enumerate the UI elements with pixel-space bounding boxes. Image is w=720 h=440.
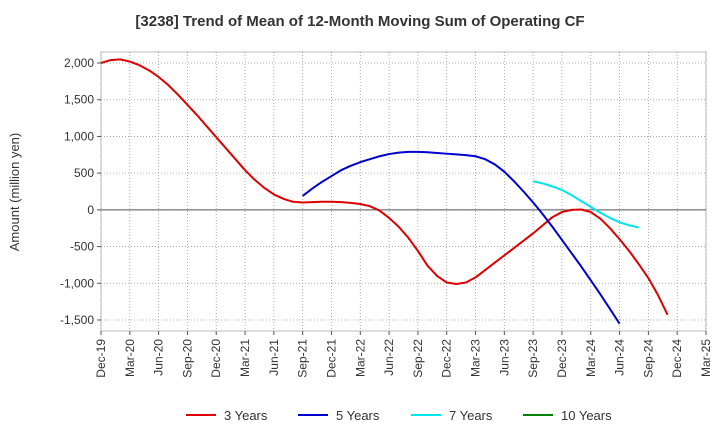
x-tick-label: Sep-21 (296, 339, 310, 378)
legend-item-7-years: 7 Years (411, 408, 493, 423)
x-tick-label: Dec-22 (440, 339, 454, 378)
series-lines (100, 58, 669, 325)
x-tick-label: Dec-20 (209, 339, 223, 378)
x-tick-label: Dec-19 (94, 339, 108, 378)
x-tick-label: Jun-21 (267, 339, 281, 376)
y-tick-label: 500 (74, 166, 94, 180)
legend-item-3-years: 3 Years (186, 408, 268, 423)
x-tick-label: Mar-23 (469, 339, 483, 377)
x-tick-label: Jun-24 (613, 339, 627, 376)
y-tick-label: -500 (70, 240, 94, 254)
x-tick-label: Mar-20 (123, 339, 137, 377)
y-tick-label: 2,000 (64, 56, 94, 70)
y-axis-label: Amount (million yen) (7, 133, 22, 252)
x-tick-label: Jun-23 (497, 339, 511, 376)
x-tick-label: Sep-20 (180, 339, 194, 378)
x-tick-label: Sep-24 (641, 339, 655, 378)
x-tick-label: Jun-22 (382, 339, 396, 376)
x-tick-label: Mar-22 (353, 339, 367, 377)
y-axis-ticks: 2,000 1,500 1,000 500 0 -500 -1,000 -1,500 (60, 56, 101, 327)
y-tick-label: -1,000 (60, 276, 94, 290)
x-tick-label: Mar-24 (584, 339, 598, 377)
x-tick-label: Sep-22 (411, 339, 425, 378)
legend-label: 3 Years (224, 408, 268, 423)
x-tick-label: Dec-21 (324, 339, 338, 378)
series-line-3-years (100, 58, 669, 316)
legend: 3 Years 5 Years 7 Years 10 Years (186, 408, 612, 423)
x-tick-label: Dec-24 (670, 339, 684, 378)
x-tick-label: Jun-20 (152, 339, 166, 376)
series-line-5-years (302, 150, 621, 325)
x-tick-label: Sep-23 (526, 339, 540, 378)
x-tick-label: Mar-25 (699, 339, 713, 377)
x-tick-label: Mar-21 (238, 339, 252, 377)
legend-label: 5 Years (336, 408, 380, 423)
x-tick-label: Dec-23 (555, 339, 569, 378)
x-axis-ticks: Dec-19 Mar-20 Jun-20 Sep-20 Dec-20 Mar-21 Jun-… (94, 331, 713, 378)
series-line-7-years (532, 180, 640, 229)
legend-label: 7 Years (449, 408, 493, 423)
chart-title: [3238] Trend of Mean of 12-Month Moving … (135, 13, 584, 30)
y-tick-label: 0 (87, 203, 94, 217)
y-tick-label: -1,500 (60, 313, 94, 327)
y-tick-label: 1,500 (64, 93, 94, 107)
plot-area (100, 51, 707, 332)
y-tick-label: 1,000 (64, 129, 94, 143)
legend-item-5-years: 5 Years (298, 408, 380, 423)
legend-label: 10 Years (561, 408, 612, 423)
legend-item-10-years: 10 Years (523, 408, 612, 423)
grid (100, 52, 707, 331)
